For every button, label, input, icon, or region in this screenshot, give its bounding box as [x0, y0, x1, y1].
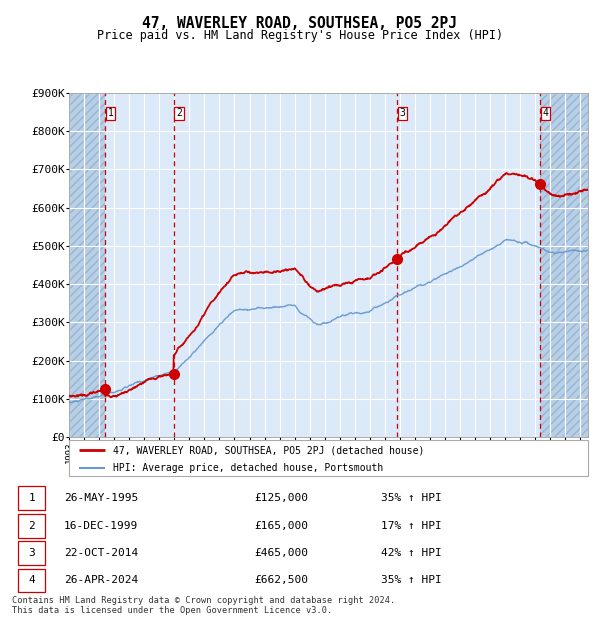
Text: 2: 2 [176, 108, 182, 118]
Text: 4: 4 [28, 575, 35, 585]
Bar [69, 93, 105, 437]
Text: £465,000: £465,000 [254, 548, 308, 558]
Text: £165,000: £165,000 [254, 521, 308, 531]
Text: 47, WAVERLEY ROAD, SOUTHSEA, PO5 2PJ (detached house): 47, WAVERLEY ROAD, SOUTHSEA, PO5 2PJ (de… [113, 445, 424, 455]
Text: Price paid vs. HM Land Registry's House Price Index (HPI): Price paid vs. HM Land Registry's House … [97, 30, 503, 42]
FancyBboxPatch shape [18, 541, 46, 565]
Text: 16-DEC-1999: 16-DEC-1999 [64, 521, 138, 531]
Text: 4: 4 [542, 108, 548, 118]
Text: 35% ↑ HPI: 35% ↑ HPI [380, 494, 442, 503]
Text: 3: 3 [28, 548, 35, 558]
Bar [540, 93, 588, 437]
FancyBboxPatch shape [18, 487, 46, 510]
Text: 35% ↑ HPI: 35% ↑ HPI [380, 575, 442, 585]
Text: £125,000: £125,000 [254, 494, 308, 503]
Text: 26-APR-2024: 26-APR-2024 [64, 575, 138, 585]
Text: 17% ↑ HPI: 17% ↑ HPI [380, 521, 442, 531]
FancyBboxPatch shape [18, 514, 46, 538]
Text: 1: 1 [28, 494, 35, 503]
Text: 2: 2 [28, 521, 35, 531]
Text: 1: 1 [107, 108, 113, 118]
Text: Contains HM Land Registry data © Crown copyright and database right 2024.
This d: Contains HM Land Registry data © Crown c… [12, 596, 395, 615]
Text: 42% ↑ HPI: 42% ↑ HPI [380, 548, 442, 558]
Text: 26-MAY-1995: 26-MAY-1995 [64, 494, 138, 503]
FancyBboxPatch shape [69, 440, 588, 476]
Text: HPI: Average price, detached house, Portsmouth: HPI: Average price, detached house, Port… [113, 463, 383, 473]
Text: 3: 3 [400, 108, 405, 118]
Text: £662,500: £662,500 [254, 575, 308, 585]
FancyBboxPatch shape [18, 569, 46, 592]
Text: 22-OCT-2014: 22-OCT-2014 [64, 548, 138, 558]
Text: 47, WAVERLEY ROAD, SOUTHSEA, PO5 2PJ: 47, WAVERLEY ROAD, SOUTHSEA, PO5 2PJ [143, 16, 458, 31]
